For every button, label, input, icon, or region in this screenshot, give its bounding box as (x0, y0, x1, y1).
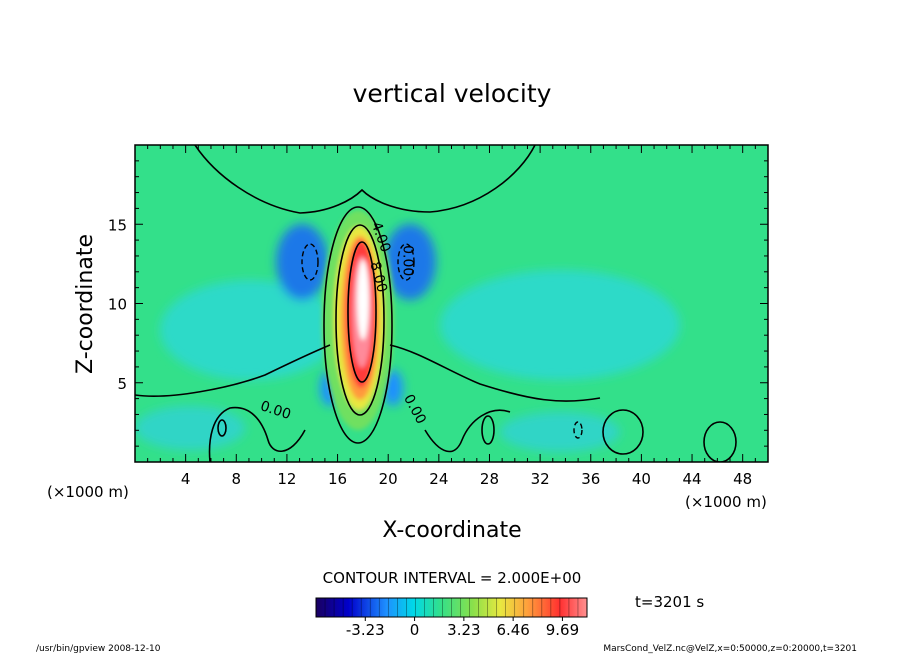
footer-left: /usr/bin/gpview 2008-12-10 (36, 644, 161, 654)
x-tick-label: 36 (581, 470, 600, 488)
x-tick-label: 32 (531, 470, 550, 488)
x-tick-label: 8 (232, 470, 242, 488)
x-tick-label: 12 (277, 470, 296, 488)
x-tick-label: 48 (733, 470, 752, 488)
colorbar: -3.23 0 3.23 6.46 9.69 (315, 597, 588, 639)
updraft-peak (357, 260, 369, 340)
contour-zero-upper (194, 145, 536, 214)
x-tick-label: 28 (480, 470, 499, 488)
x-tick-label: 40 (632, 470, 651, 488)
field-cyan-bottom-right (500, 412, 620, 452)
x-tick-label: 4 (181, 470, 191, 488)
contour-updraft-outer (323, 206, 393, 444)
colorbar-ticks: -3.23 0 3.23 6.46 9.69 (346, 617, 579, 639)
contour-zero-lower (135, 344, 601, 402)
field-shading (135, 224, 680, 452)
colorbar-tick-label: -3.23 (346, 621, 385, 639)
x-tick-label: 44 (682, 470, 701, 488)
x-tick-label: 20 (379, 470, 398, 488)
contour-label: 8.00 (366, 260, 390, 294)
time-label: t=3201 s (635, 593, 704, 611)
contour-updraft-8 (347, 241, 377, 383)
contour-cell-7 (217, 419, 227, 437)
colorbar-tick-label: 0 (410, 621, 420, 639)
contour-label: 0.00 (399, 245, 415, 276)
x-axis: 4 8 12 16 20 24 28 32 36 40 44 48 (134, 145, 769, 488)
contour-neg-left (301, 243, 319, 281)
contour-neg-right (397, 243, 415, 281)
y-axis-label: Z-coordinate (73, 234, 98, 374)
colorbar-stripes (324, 598, 579, 617)
contour-cell-45 (703, 421, 737, 462)
contour-neg-34 (573, 421, 583, 439)
field-cyan-bottom-left (135, 406, 245, 450)
colorbar-tick-label: 3.23 (447, 621, 480, 639)
y-tick-label: 15 (108, 216, 127, 234)
negative-contours (301, 243, 583, 439)
field-cyan-right (440, 270, 680, 380)
contour-interval: CONTOUR INTERVAL = 2.000E+00 (323, 569, 582, 587)
contour-zero-base (208, 406, 511, 462)
field-cyan-left (160, 280, 340, 380)
y-tick-label: 5 (117, 375, 127, 393)
y-tick-label: 10 (108, 296, 127, 314)
footer-right: MarsCond_VelZ.nc@VelZ,x=0:50000,z=0:2000… (603, 644, 857, 654)
x-unit-right: (×1000 m) (685, 493, 767, 511)
plot-area: 0.00 0.000.004.008.00 (135, 145, 768, 462)
field-blue-right (384, 224, 436, 300)
y-axis: 5 10 15 (108, 144, 768, 463)
x-tick-label: 16 (328, 470, 347, 488)
x-tick-label: 24 (429, 470, 448, 488)
x-unit-left: (×1000 m) (47, 483, 129, 501)
colorbar-tick-label: 9.69 (546, 621, 579, 639)
colorbar-tick-label: 6.46 (496, 621, 529, 639)
x-axis-label: X-coordinate (382, 518, 521, 543)
contour-cell-28 (481, 415, 495, 445)
contour-updraft-4 (335, 224, 385, 416)
chart-title: vertical velocity (353, 79, 552, 108)
contour-cell-38 (602, 409, 644, 455)
contours (135, 145, 737, 462)
